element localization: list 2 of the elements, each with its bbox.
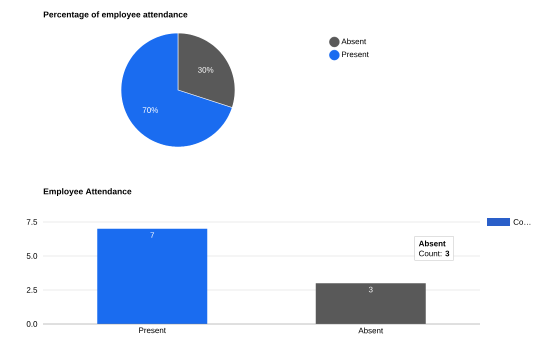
chart-title: Employee Attendance — [44, 188, 132, 196]
chart-title: Percentage of employee attendance — [44, 11, 188, 20]
